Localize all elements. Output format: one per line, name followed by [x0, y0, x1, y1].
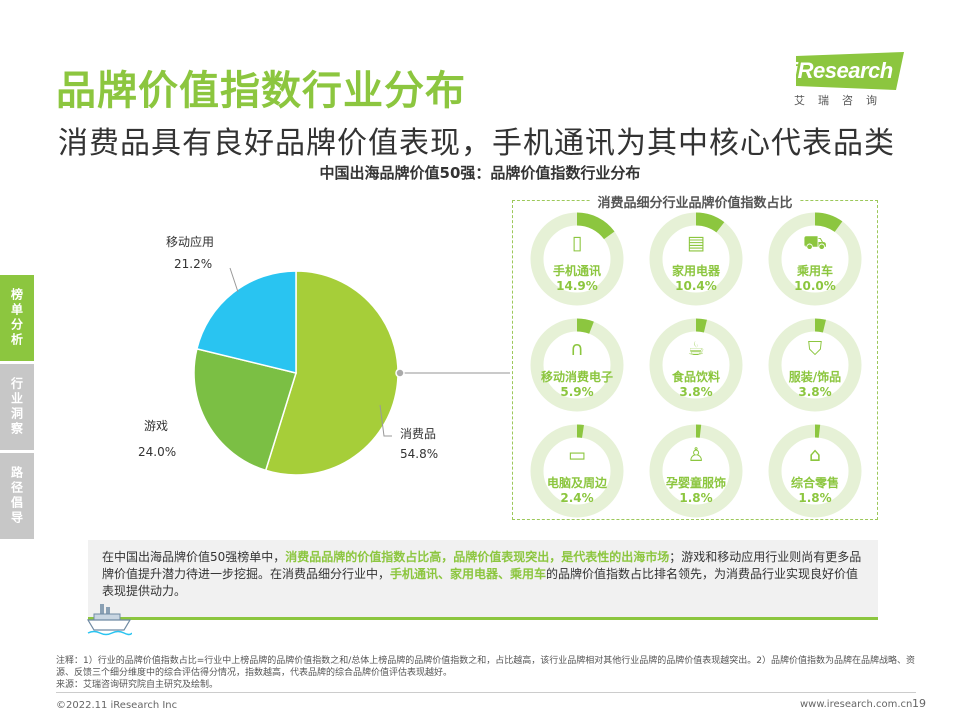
subcategory-ring: [649, 212, 743, 306]
iresearch-logo: iResearch 艾瑞咨询: [790, 52, 920, 110]
pie-slice-0: [264, 270, 399, 476]
logo-sub-text: 艾瑞咨询: [794, 94, 890, 107]
store-icon: ⌂: [808, 444, 822, 466]
summary-text-3: 的品牌价值指数占比排名领先，为消费品行业实现良好价值表现提供动力。: [102, 567, 859, 598]
subcategory-value: 10.4%: [675, 279, 717, 293]
subcategory-name: 乘用车: [796, 264, 833, 278]
pie-label-name-2: 移动应用: [166, 234, 214, 249]
subcategory-panel-title-wrap: 消费品细分行业品牌价值指数占比: [513, 192, 877, 211]
subcategory-name: 服装/饰品: [788, 370, 842, 384]
subcategory-item: ▭ 电脑及周边 2.4%: [527, 421, 627, 521]
subcategory-ring-fill: [768, 318, 862, 412]
industry-pie-chart: 消费品 54.8% 游戏 24.0% 移动应用 21.2%: [138, 234, 510, 476]
summary-text-1: 在中国出海品牌价值50强榜单中，: [102, 550, 286, 564]
side-tab-path-advocacy[interactable]: 路径倡导: [0, 453, 34, 539]
footnotes: 注释：1）行业的品牌价值指数占比=行业中上榜品牌的品牌价值指数之和/总体上榜品牌…: [56, 655, 916, 691]
food-icon: ☕: [687, 338, 705, 360]
subcategory-ring: [768, 318, 862, 412]
side-tab-industry-insight[interactable]: 行业洞察: [0, 364, 34, 450]
subcategory-ring-fill: [530, 318, 624, 412]
summary-highlight-2: 手机通讯、家用电器、乘用车: [390, 567, 547, 581]
phone-icon: ▯: [571, 232, 583, 254]
footer-divider: [56, 692, 916, 693]
subcategory-value: 14.9%: [556, 279, 598, 293]
subcategory-ring-fill: [649, 424, 743, 518]
page-title: 品牌价值指数行业分布: [56, 68, 466, 114]
subcategory-name: 孕婴童服饰: [665, 476, 726, 490]
subcategory-panel-title: 消费品细分行业品牌价值指数占比: [591, 196, 799, 211]
subcategory-item: ♙ 孕婴童服饰 1.8%: [646, 421, 746, 521]
footnote-definition: 注释：1）行业的品牌价值指数占比=行业中上榜品牌的品牌价值指数之和/总体上榜品牌…: [56, 656, 916, 678]
subcategory-value: 2.4%: [560, 491, 594, 505]
summary-text-2: ；游戏和移动应用行业则尚有更多品牌价值提升潜力待进一步挖掘。在消费品细分行业中，: [102, 550, 862, 581]
subcategory-item: ⛟ 乘用车 10.0%: [765, 209, 865, 309]
subcategory-ring-fill: [530, 212, 624, 306]
footnote-source: 来源：艾瑞咨询研究院自主研究及绘制。: [56, 680, 219, 690]
subcategory-value: 5.9%: [560, 385, 594, 399]
page-number: 19: [912, 697, 926, 710]
pie-leader-consumer: [379, 404, 392, 437]
subcategory-item: ☕ 食品饮料 3.8%: [646, 315, 746, 415]
pie-label-value-2: 21.2%: [174, 257, 212, 271]
footer-website-link[interactable]: www.iresearch.com.cn: [800, 699, 913, 710]
logo-brand-text: iResearch: [792, 58, 893, 83]
subcategory-ring-fill: [768, 424, 862, 518]
pie-slice-1: [193, 347, 297, 472]
subcategory-ring: [768, 424, 862, 518]
subcategory-ring: [530, 212, 624, 306]
pie-slice-2: [195, 270, 297, 374]
footer-copyright: ©2022.11 iResearch Inc: [56, 700, 178, 711]
subcategory-ring: [649, 424, 743, 518]
subcategory-value: 10.0%: [794, 279, 836, 293]
subcategory-ring: [649, 318, 743, 412]
subcategory-item: ⌂ 综合零售 1.8%: [765, 421, 865, 521]
subcategory-value: 1.8%: [679, 491, 713, 505]
subcategory-item: ∩ 移动消费电子 5.9%: [527, 315, 627, 415]
subcategory-value: 3.8%: [679, 385, 713, 399]
subcategory-name: 食品饮料: [671, 370, 720, 384]
subcategory-ring-fill: [649, 212, 743, 306]
subcategory-name: 综合零售: [790, 476, 839, 490]
subcategory-ring-fill: [530, 424, 624, 518]
shirt-icon: ⛉: [807, 338, 823, 360]
subcategory-item: ▤ 家用电器 10.4%: [646, 209, 746, 309]
cargo-ship-icon: [86, 604, 132, 636]
laptop-icon: ▭: [568, 444, 586, 466]
subcategory-value: 1.8%: [798, 491, 832, 505]
page-subtitle: 消费品具有良好品牌价值表现，手机通讯为其中核心代表品类: [58, 126, 895, 161]
car-icon: ⛟: [803, 232, 827, 254]
subcategory-ring: [530, 318, 624, 412]
subcategory-name: 电脑及周边: [546, 476, 607, 490]
pie-label-name-1: 游戏: [144, 419, 168, 433]
subcategory-name: 手机通讯: [552, 264, 601, 278]
subcategory-grid: ▯ 手机通讯 14.9% ▤ 家用电器 10.4% ⛟ 乘用车 10.0% ∩ 移动消费电子 5.9%…: [513, 201, 877, 519]
logo-badge-icon: [796, 52, 904, 90]
pie-connector-dot: [395, 368, 405, 378]
summary-box: 在中国出海品牌价值50强榜单中，消费品品牌的价值指数占比高，品牌价值表现突出，是…: [88, 540, 878, 620]
baby-clothes-icon: ♙: [687, 444, 705, 466]
side-tab-ranking-analysis[interactable]: 榜单分析: [0, 275, 34, 361]
subcategory-ring-fill: [649, 318, 743, 412]
subcategory-item: ▯ 手机通讯 14.9%: [527, 209, 627, 309]
chart-title: 中国出海品牌价值50强：品牌价值指数行业分布: [319, 164, 641, 182]
subcategory-item: ⛉ 服装/饰品 3.8%: [765, 315, 865, 415]
consumer-subcategory-panel: 消费品细分行业品牌价值指数占比 ▯ 手机通讯 14.9% ▤ 家用电器 10.4% ⛟ 乘用车…: [512, 196, 878, 520]
headphones-icon: ∩: [570, 338, 584, 360]
subcategory-name: 家用电器: [671, 264, 720, 278]
subcategory-name: 移动消费电子: [540, 370, 613, 384]
side-tab-nav: 榜单分析 行业洞察 路径倡导: [0, 275, 34, 542]
subcategory-ring: [768, 212, 862, 306]
fridge-icon: ▤: [687, 232, 705, 254]
subcategory-ring: [530, 424, 624, 518]
subcategory-value: 3.8%: [798, 385, 832, 399]
pie-label-value-0: 54.8%: [400, 447, 438, 461]
pie-label-value-1: 24.0%: [138, 445, 176, 459]
pie-label-name-0: 消费品: [400, 427, 436, 441]
pie-leader-mobile-app: [229, 267, 239, 293]
subcategory-ring-fill: [768, 212, 862, 306]
summary-highlight-1: 消费品品牌的价值指数占比高，品牌价值表现突出，是代表性的出海市场: [285, 550, 670, 564]
